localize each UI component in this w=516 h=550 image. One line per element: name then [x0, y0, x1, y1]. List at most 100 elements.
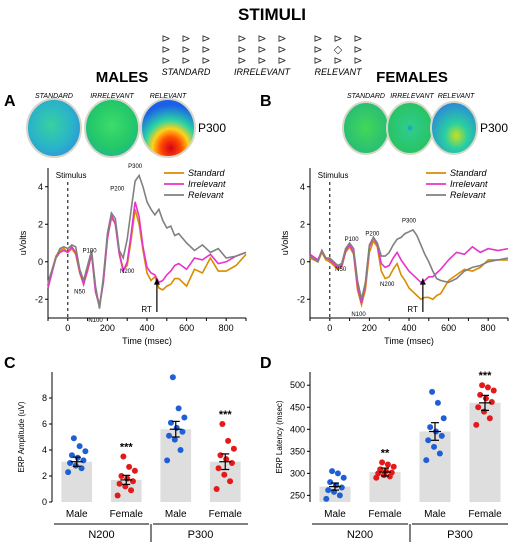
stimulus-glyph: ⊳ — [257, 55, 266, 67]
category-label: Female — [110, 509, 144, 520]
category-label: Male — [165, 509, 187, 520]
panel-letter-d: D — [260, 355, 272, 372]
data-point-male — [434, 399, 441, 406]
erp-latency-bar-chart: 250 300 350 400 450 500 ERP Latency (msec) Male… — [275, 370, 508, 542]
y-tick-label: 350 — [290, 446, 305, 456]
topomap-male-irrelevant — [84, 98, 140, 158]
data-point-female — [481, 408, 488, 415]
data-point-male — [166, 432, 173, 439]
rt-label: RT — [407, 305, 418, 314]
panel-letter-a: A — [4, 93, 16, 110]
y-tick-label: 2 — [38, 219, 43, 229]
topomap-label: STANDARD — [347, 93, 385, 100]
data-point-female — [228, 460, 235, 466]
stimulus-glyph: ⊳ — [181, 44, 190, 56]
group-label: P300 — [447, 529, 473, 541]
data-point-male — [427, 424, 434, 431]
rt-label: RT — [141, 305, 152, 314]
data-point-female — [120, 453, 127, 460]
significance-marker: ** — [381, 447, 390, 459]
x-tick-label: 400 — [401, 323, 416, 333]
data-point-female — [215, 465, 222, 472]
y-tick-label: -2 — [297, 294, 305, 304]
data-point-male — [179, 428, 186, 435]
x-tick-label: 200 — [362, 323, 377, 333]
data-point-male — [80, 457, 87, 464]
data-point-female — [131, 467, 138, 474]
y-tick-label: 400 — [290, 424, 305, 434]
data-point-female — [213, 486, 220, 492]
topomap-label: IRRELEVANT — [390, 93, 434, 100]
y-tick-label: 4 — [42, 445, 47, 455]
data-point-female — [388, 469, 395, 476]
data-point-female — [490, 387, 497, 394]
data-point-female — [482, 395, 489, 402]
topomap-label: RELEVANT — [438, 93, 475, 100]
stimulus-glyph: ◇ — [334, 44, 343, 56]
peak-label: N100 — [88, 318, 103, 324]
data-point-male — [336, 492, 343, 499]
erp-amplitude-bar-chart: 0 2 4 6 8 ERP Amplitude (uV) Male *** Female Male… — [17, 372, 248, 542]
data-point-female — [486, 415, 493, 422]
legend-label-irrelevant: Irrelevant — [188, 179, 226, 189]
legend-label-irrelevant: Irrelevant — [450, 179, 488, 189]
y-tick-label: 4 — [38, 182, 43, 192]
stimulus-glyph: ⊳ — [237, 33, 246, 45]
data-point-female — [124, 475, 131, 482]
data-point-male — [74, 454, 81, 461]
y-tick-label: -2 — [35, 294, 43, 304]
topomap-component-label: P300 — [480, 121, 508, 135]
significance-marker: *** — [219, 409, 233, 421]
rt-arrow-head — [153, 278, 160, 285]
data-point-male — [167, 419, 174, 426]
data-point-male — [329, 468, 336, 475]
y-tick-label: 8 — [42, 393, 47, 403]
stimulus-glyph: ⊳ — [181, 55, 190, 67]
stimulus-glyph: ⊳ — [353, 33, 362, 45]
stimulus-glyph: ⊳ — [257, 33, 266, 45]
peak-label: N50 — [74, 290, 86, 296]
peak-label: N100 — [351, 312, 366, 318]
stimulus-glyph: ⊳ — [161, 33, 170, 45]
stimulus-relevant: ⊳ ⊳ ⊳⊳ ◇ ⊳⊳ ⊳ ⊳ RELEVANT — [313, 33, 363, 77]
data-point-male — [327, 479, 334, 486]
topomap-row-males: STANDARD IRRELEVANT RELEVANT P300 — [26, 93, 226, 158]
data-point-male — [325, 487, 332, 494]
data-point-female — [382, 468, 389, 475]
stimulus-glyph: ⊳ — [353, 44, 362, 56]
peak-label: N50 — [335, 267, 347, 273]
data-point-male — [431, 443, 438, 450]
data-point-female — [475, 404, 482, 411]
data-point-female — [484, 384, 491, 391]
category-label: Male — [66, 509, 88, 520]
stimulus-glyph: ⊳ — [313, 55, 322, 67]
peak-label: N200 — [120, 269, 135, 275]
y-axis-title: ERP Amplitude (uV) — [17, 401, 26, 472]
topomap-female-standard — [342, 101, 390, 155]
data-point-male — [438, 432, 445, 439]
data-point-female — [227, 478, 234, 485]
x-axis-title: Time (msec) — [122, 336, 172, 346]
data-point-female — [479, 382, 486, 389]
data-point-male — [164, 457, 171, 464]
y-tick-label: 0 — [300, 257, 305, 267]
stimulus-glyph: ⊳ — [333, 55, 342, 67]
data-point-male — [82, 448, 89, 455]
peak-label: P100 — [83, 248, 98, 254]
data-point-female — [219, 421, 226, 427]
data-point-female — [225, 437, 232, 444]
data-point-male — [72, 462, 79, 469]
legend-label-relevant: Relevant — [188, 190, 224, 200]
x-tick-label: 600 — [441, 323, 456, 333]
erp-waveform-chart-females: -2 0 2 4 0 200 400 600 800 Time (msec) uVolts Stimu… — [280, 168, 509, 346]
stimulus-glyph: ⊳ — [161, 55, 170, 67]
legend-label-standard: Standard — [188, 168, 226, 178]
data-point-male — [423, 457, 430, 464]
peak-label: P100 — [345, 237, 360, 243]
data-point-male — [338, 484, 345, 491]
data-point-male — [76, 443, 83, 450]
stimulus-relevant-label: RELEVANT — [314, 67, 363, 77]
stimulus-glyph: ⊳ — [277, 33, 286, 45]
data-point-female — [118, 473, 125, 479]
